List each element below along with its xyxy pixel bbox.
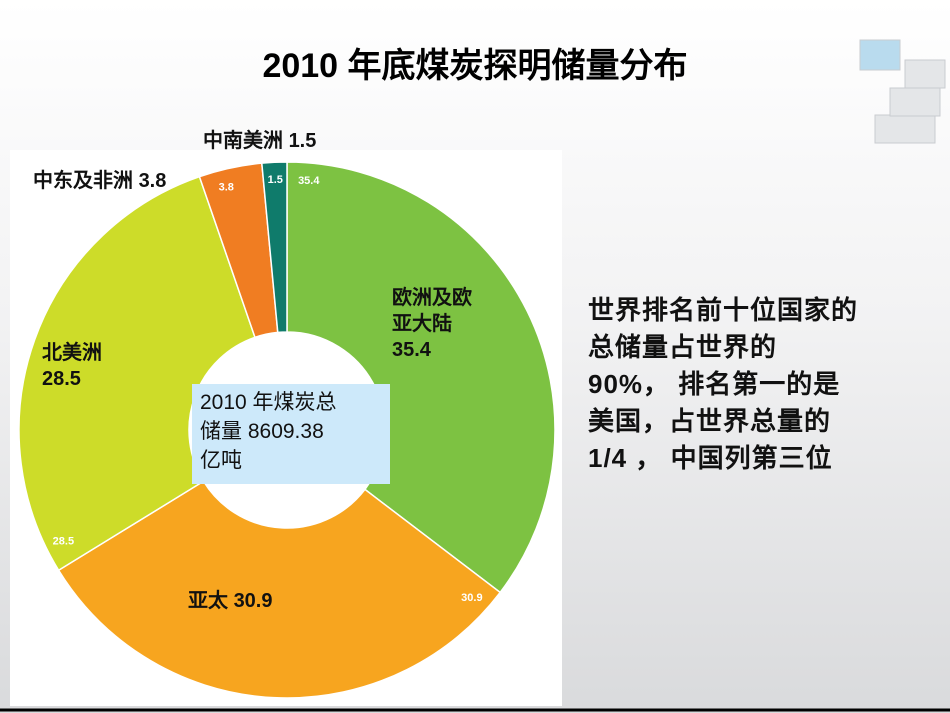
center-line: 储量 8609.38 [200,420,324,443]
segment-label: 中东及非洲 3.8 [33,168,166,194]
segment-label: 北美洲 28.5 [42,340,122,392]
note-line: 1/4 ， 中国列第三位 [588,443,833,473]
value-label: 1.5 [268,174,283,186]
value-label: 30.9 [461,592,482,604]
value-label: 35.4 [298,175,320,187]
segment-label: 中南美洲 1.5 [203,128,316,154]
note-line: 美国，占世界总量的 [588,406,832,436]
segment-label: 亚太 30.9 [188,588,273,614]
donut-segment [57,480,502,699]
category-value: 1.5 [288,130,317,152]
donut-segment [260,161,288,334]
value-label: 28.5 [53,536,74,548]
note-line: 世界排名前十位国家的 [588,295,859,325]
donut-segment [286,161,556,594]
category-value: 35.4 [392,339,431,361]
category-value: 3.8 [138,170,167,192]
center-line: 亿吨 [200,449,242,472]
title: 2010 年底煤炭探明储量分布 [262,47,688,85]
category-value: 28.5 [42,368,81,390]
category-value: 30.9 [233,590,273,612]
category-label: 中南美洲 [203,130,283,152]
note-line: 总储量占世界的 [588,332,778,362]
segment-label: 欧洲及欧亚大陆 35.4 [392,285,476,363]
note-line: 90%， 排名第一的是 [588,369,841,399]
note: 世界排名前十位国家的 总储量占世界的 90%， 排名第一的是 美国，占世界总量的 1/4… [588,292,858,477]
category-label: 欧洲及欧亚大陆 [392,287,472,335]
stairs-icon [859,39,946,144]
center-label: 2010 年煤炭总 储量 8609.38 亿吨 [192,384,390,484]
value-label: 3.8 [219,181,234,193]
category-label: 中东及非洲 [33,170,133,192]
center-line: 2010 年煤炭总 [200,391,337,414]
category-label: 北美洲 [42,342,102,364]
category-label: 亚太 [188,590,228,612]
